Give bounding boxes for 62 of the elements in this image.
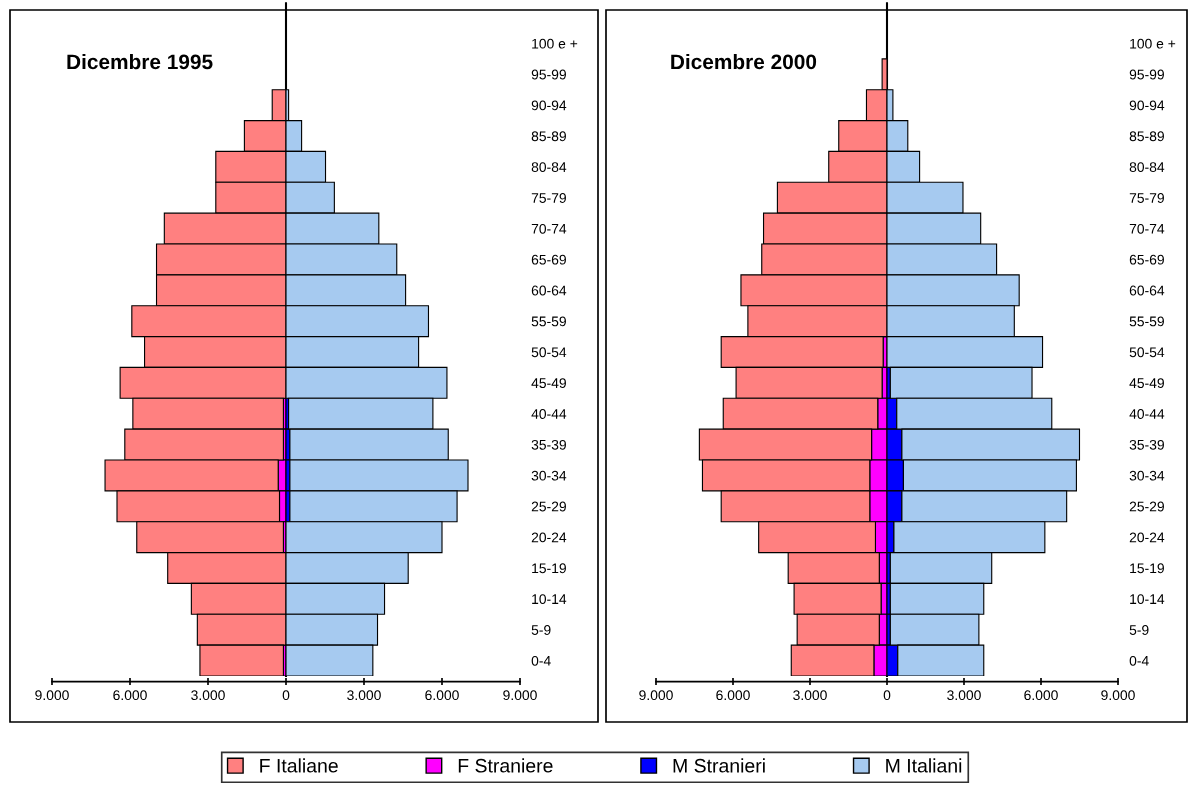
x-tick-label: 6.000	[716, 690, 750, 701]
y-tick-label: 20-24	[531, 532, 567, 543]
text: Dicembre 2000	[671, 53, 817, 70]
y-tick-label: 90-94	[1129, 100, 1165, 111]
y-tick-label: 70-74	[531, 223, 567, 234]
x-tick-label: 3.000	[793, 690, 827, 701]
y-tick-label: 80-84	[531, 162, 567, 173]
y-tick-label: 15-19	[532, 563, 566, 574]
y-tick-label: 20-24	[1129, 532, 1165, 543]
y-tick-label: 45-49	[1129, 378, 1164, 389]
text: Dicembre 1995	[67, 53, 213, 70]
y-tick-label: 65-69	[1129, 254, 1164, 265]
x-tick-label: 6.000	[425, 690, 459, 701]
y-tick-label: 90-94	[531, 100, 567, 111]
y-tick-label: 30-34	[1129, 470, 1165, 481]
y-tick-label: 60-64	[1129, 285, 1165, 296]
y-tick-label: 30-34	[531, 470, 567, 481]
y-tick-label: 95-99	[1129, 69, 1164, 80]
y-tick-label: 85-89	[1129, 131, 1164, 142]
y-tick-label: 55-59	[531, 316, 566, 327]
x-tick-label: 9.000	[35, 690, 69, 701]
x-tick-label: 6.000	[1024, 690, 1058, 701]
y-tick-label: 100 e +	[1130, 38, 1176, 49]
x-tick-label: 9.000	[503, 690, 537, 701]
y-tick-label: 40-44	[531, 409, 567, 419]
y-tick-label: 75-79	[531, 193, 566, 203]
y-tick-label: 50-54	[1129, 347, 1165, 358]
y-tick-label: 45-49	[531, 378, 566, 389]
legend-label: M Stranieri	[673, 758, 765, 773]
y-tick-label: 55-59	[1129, 316, 1164, 327]
y-tick-label: 10-14	[532, 594, 567, 605]
y-tick-label: 5-9	[1129, 625, 1149, 635]
legend-label: F Straniere	[458, 758, 553, 773]
x-tick-label: 3.000	[347, 690, 381, 701]
x-tick-label: 0	[883, 690, 891, 701]
y-tick-label: 15-19	[1130, 563, 1164, 574]
y-tick-label: 75-79	[1129, 193, 1164, 203]
x-tick-label: 9.000	[1101, 690, 1135, 701]
y-tick-label: 10-14	[1130, 594, 1165, 605]
y-tick-label: 35-39	[531, 439, 566, 450]
legend-label: M Italiani	[886, 758, 962, 773]
y-tick-label: 50-54	[531, 347, 567, 358]
x-tick-label: 9.000	[639, 690, 673, 701]
y-tick-label: 40-44	[1129, 409, 1165, 419]
y-tick-label: 5-9	[531, 625, 551, 635]
y-tick-label: 60-64	[531, 285, 567, 296]
y-tick-label: 35-39	[1129, 439, 1164, 450]
y-tick-label: 80-84	[1129, 162, 1165, 173]
y-tick-label: 70-74	[1129, 223, 1165, 234]
x-tick-label: 6.000	[113, 690, 147, 701]
y-tick-label: 0-4	[531, 655, 551, 666]
y-tick-label: 25-29	[531, 501, 566, 512]
y-tick-label: 100 e +	[532, 38, 578, 49]
y-tick-label: 65-69	[531, 254, 566, 265]
y-tick-label: 85-89	[531, 131, 566, 142]
y-tick-label: 25-29	[1129, 501, 1164, 512]
x-tick-label: 0	[282, 690, 290, 701]
y-tick-label: 95-99	[531, 69, 566, 80]
y-tick-label: 0-4	[1129, 655, 1149, 666]
legend-label: F Italiane	[260, 758, 338, 773]
x-tick-label: 3.000	[191, 690, 225, 701]
x-tick-label: 3.000	[947, 690, 981, 701]
